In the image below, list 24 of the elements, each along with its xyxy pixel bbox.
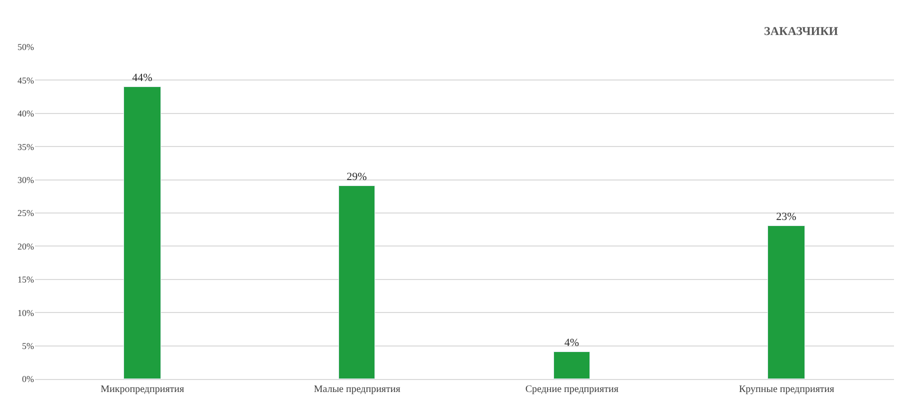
x-tick-label: Средние предприятия bbox=[525, 384, 619, 395]
y-tick-label: 30% bbox=[18, 174, 34, 185]
bar bbox=[338, 186, 375, 379]
y-tick-label: 15% bbox=[18, 274, 34, 285]
y-tick-label: 50% bbox=[18, 42, 34, 52]
x-tick-label: Микропредприятия bbox=[100, 384, 185, 395]
y-tick-label: 10% bbox=[18, 308, 34, 318]
data-label: 44% bbox=[132, 72, 152, 84]
x-tick-label: Малые предприятия bbox=[314, 384, 401, 395]
y-tick-label: 45% bbox=[18, 75, 34, 86]
y-tick-label: 5% bbox=[22, 340, 34, 351]
chart-title: ЗАКАЗЧИКИ bbox=[764, 24, 839, 38]
data-label: 29% bbox=[346, 170, 367, 183]
y-tick-label: 35% bbox=[18, 142, 34, 152]
bar bbox=[768, 226, 805, 379]
y-tick-label: 20% bbox=[18, 241, 34, 252]
bar bbox=[554, 352, 590, 379]
x-tick-label: Крупные предприятия bbox=[738, 384, 835, 395]
bar bbox=[124, 86, 161, 379]
y-tick-label: 25% bbox=[18, 208, 34, 218]
y-tick-label: 0% bbox=[22, 374, 34, 384]
data-label: 23% bbox=[776, 210, 796, 223]
y-tick-label: 40% bbox=[18, 108, 34, 119]
data-label: 4% bbox=[564, 336, 580, 349]
